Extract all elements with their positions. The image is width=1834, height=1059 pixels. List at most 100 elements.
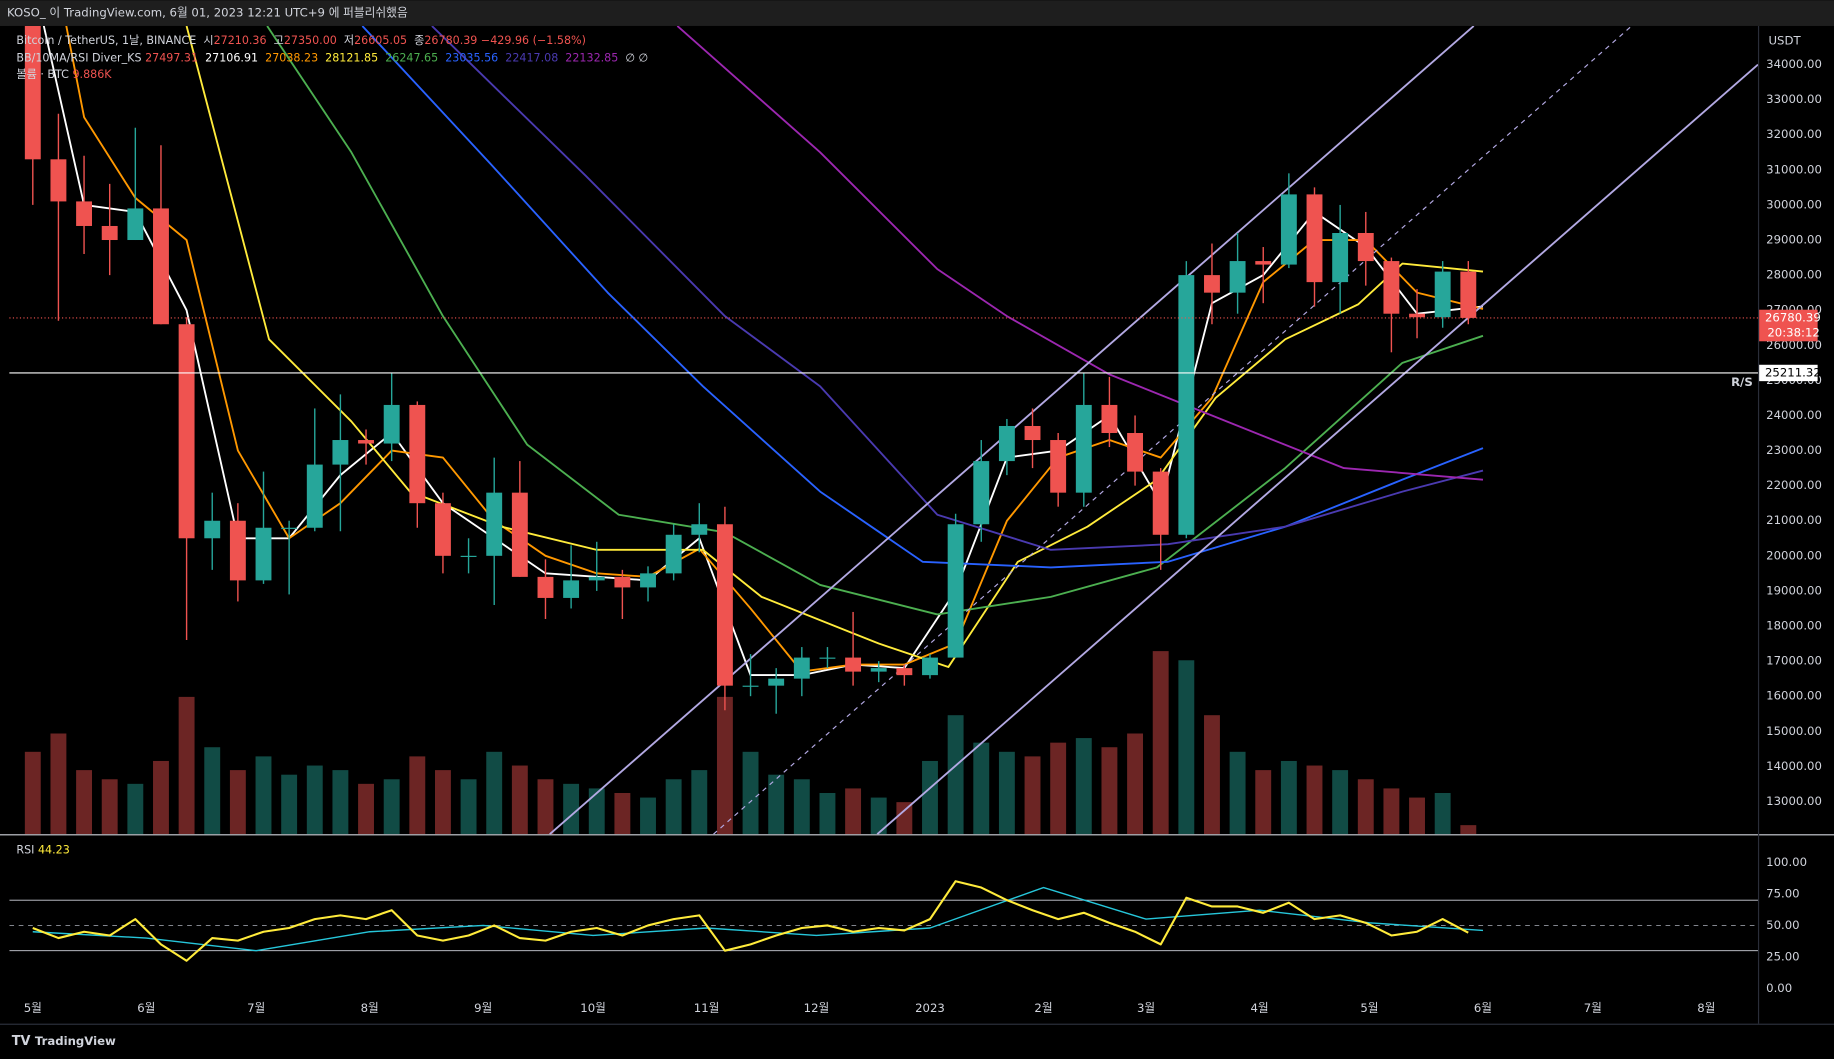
volume-bar: [511, 765, 528, 835]
last-price-box: [1759, 309, 1818, 342]
ohlc-key: 저: [344, 34, 354, 47]
ma-value: 22132.85: [565, 52, 618, 65]
volume-bar: [153, 760, 169, 835]
ma-value: 23035.56: [445, 52, 498, 65]
candle-body: [588, 576, 605, 581]
x-tick-label: 11월: [694, 1001, 720, 1015]
volume-bar: [922, 760, 938, 835]
volume-bar: [614, 793, 631, 835]
x-tick-label: 2023: [915, 1001, 945, 1015]
x-tick-label: 6월: [137, 1001, 155, 1015]
y-tick-label: 16000.00: [1766, 689, 1822, 703]
x-tick-label: 8월: [1697, 1001, 1715, 1015]
indicator-name: BB/10MA/RSI Diver_KS: [16, 52, 141, 65]
volume-bar: [409, 756, 426, 835]
candle-body: [409, 404, 426, 504]
ma-value: 26247.65: [385, 52, 438, 65]
volume-bar: [768, 774, 785, 835]
candle-body: [101, 225, 118, 241]
x-tick-label: 2월: [1034, 1001, 1052, 1015]
moving-average: [65, 25, 1484, 673]
moving-average: [361, 25, 1484, 569]
volume-bar: [178, 696, 195, 835]
candle-body: [1178, 275, 1195, 535]
candle-body: [153, 208, 169, 325]
candle-body: [76, 201, 93, 226]
candle-body: [358, 440, 374, 444]
legend-line-3: 볼륨 · BTC 9.886K: [16, 68, 112, 81]
top-bar: [0, 0, 1834, 26]
candle-body: [255, 527, 272, 581]
candle-body: [973, 461, 990, 525]
rsi-line: [32, 880, 1469, 962]
rsi-title: RSI: [16, 844, 34, 857]
rsi-tick-label: 25.00: [1766, 949, 1799, 963]
moving-average: [185, 25, 1484, 668]
candle-body: [793, 657, 810, 679]
rsi-value: 44.23: [38, 844, 70, 857]
candle-body: [1152, 471, 1169, 535]
candle-body: [1383, 261, 1400, 314]
volume-bar: [1101, 747, 1118, 835]
x-tick-label: 6월: [1474, 1001, 1492, 1015]
candle-body: [768, 678, 785, 686]
candle-body: [434, 503, 451, 556]
y-tick-label: 24000.00: [1766, 408, 1822, 422]
y-tick-label: 17000.00: [1766, 654, 1822, 668]
volume-bar: [306, 765, 323, 835]
legend-line-1: Bitcoin / TetherUS, 1날, BINANCE 시27210.36…: [16, 34, 586, 47]
volume-bar: [1460, 825, 1477, 835]
volume-bar: [1357, 779, 1374, 835]
candle-body: [1280, 194, 1297, 265]
candle-body: [1255, 261, 1272, 265]
volume-bar: [1306, 765, 1323, 835]
volume-bar: [640, 797, 656, 835]
candle-body: [460, 555, 477, 557]
candle-body: [24, 25, 41, 160]
volume-bar: [486, 751, 503, 835]
y-tick-label: 21000.00: [1766, 513, 1822, 527]
volume-bar: [716, 696, 733, 835]
volume-bar: [1152, 651, 1169, 835]
countdown: 20:38:12: [1767, 326, 1820, 340]
volume-bar: [1434, 793, 1451, 835]
volume-bar: [537, 779, 554, 835]
candle-layer: [24, 25, 1477, 714]
candle-body: [742, 685, 759, 687]
candle-body: [127, 208, 144, 241]
candle-body: [204, 520, 221, 539]
volume-bar: [281, 774, 298, 835]
y-tick-label: 29000.00: [1766, 233, 1822, 247]
candle-body: [947, 524, 964, 658]
candle-body: [178, 324, 195, 539]
ma-value: 28121.85: [325, 52, 378, 65]
legend-line-2: BB/10MA/RSI Diver_KS 27497.31 27106.91 270…: [16, 52, 648, 65]
candle-body: [486, 492, 503, 556]
axis-layer: 13000.00 14000.00 15000.00 16000.00 17000.00…: [9, 57, 1822, 1015]
y-tick-label: 28000.00: [1766, 268, 1822, 282]
ohlc-key: 고: [274, 34, 284, 47]
candle-body: [845, 657, 862, 672]
volume-bar: [358, 783, 374, 835]
rsi-legend: RSI 44.23: [16, 844, 69, 857]
volume-bar: [434, 770, 451, 835]
x-tick-label: 3월: [1137, 1001, 1155, 1015]
last-price-label: 26780.39: [1765, 310, 1821, 324]
volume-bar: [1332, 770, 1349, 835]
y-tick-label: 14000.00: [1766, 759, 1822, 773]
x-tick-label: 7월: [247, 1001, 265, 1015]
volume-bar: [1178, 660, 1195, 835]
candle-body: [229, 520, 246, 581]
y-tick-label: 23000.00: [1766, 443, 1822, 457]
rsi-layer: [9, 880, 1758, 962]
volume-bar: [204, 747, 221, 835]
volume-bar: [1024, 756, 1041, 835]
x-tick-label: 10월: [580, 1001, 606, 1015]
volume-bar: [896, 802, 913, 835]
volume-bar: [24, 751, 41, 835]
y-tick-label: 15000.00: [1766, 724, 1822, 738]
volume-bar: [101, 779, 118, 835]
volume-bar: [1280, 760, 1297, 835]
